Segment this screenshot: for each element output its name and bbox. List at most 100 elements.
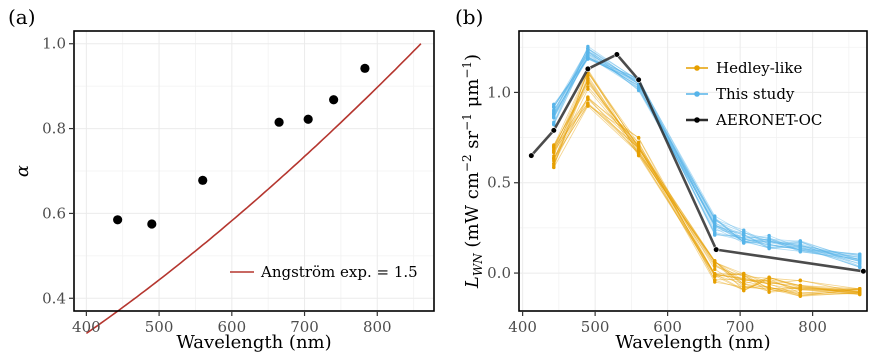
series-point: [552, 108, 556, 112]
series-point: [552, 145, 556, 149]
series-point: [713, 260, 717, 264]
series-point: [552, 122, 556, 126]
legend-label: Hedley-like: [716, 59, 802, 77]
data-point: [303, 114, 313, 124]
series-line: [553, 78, 860, 293]
series-line: [553, 55, 860, 260]
series-point: [742, 276, 746, 281]
series-point: [767, 286, 771, 290]
panel-b-series-lines: [528, 44, 867, 298]
series-line: [553, 48, 860, 255]
series-point: [798, 244, 802, 248]
ylabel-sup-b: −1: [460, 113, 474, 131]
series-line: [553, 103, 860, 291]
series-point: [586, 50, 590, 55]
series-line: [553, 102, 860, 297]
series-point: [858, 292, 862, 296]
series-line: [553, 57, 860, 259]
series-point: [858, 261, 862, 265]
series-line: [553, 52, 860, 267]
x-tick-label: 700: [726, 318, 755, 336]
series-line: [553, 71, 860, 292]
series-point: [767, 242, 771, 246]
panel-b-frame: [518, 30, 868, 312]
y-tick-label: 1.0: [42, 35, 66, 53]
ylabel-sub: WN: [471, 253, 485, 276]
x-tick-label: 800: [798, 318, 827, 336]
data-point: [113, 215, 123, 225]
series-point: [858, 253, 862, 257]
series-point: [742, 285, 746, 289]
series-line: [553, 69, 860, 293]
angstrom-curve-line: [85, 43, 422, 335]
legend-swatch-point: [694, 117, 700, 123]
y-tick-label: 1.0: [487, 83, 511, 101]
series-point: [713, 278, 717, 282]
series-point: [586, 78, 590, 82]
series-point: [636, 136, 641, 140]
series-line: [553, 105, 860, 293]
series-point: [586, 47, 590, 51]
series-line: [553, 79, 860, 295]
ylabel-units-d: ): [462, 54, 483, 61]
x-tick-label: 500: [145, 318, 174, 336]
aeronet-oc-point: [584, 65, 591, 73]
aeronet-oc-series: [528, 51, 867, 275]
series-point: [586, 44, 590, 49]
series-point: [552, 162, 556, 166]
series-point: [552, 104, 556, 109]
legend-swatch-point: [694, 65, 700, 71]
x-tick-label: 800: [363, 318, 392, 336]
ylabel-sup-a: −2: [460, 154, 474, 172]
panel-a-angstrom-curve: [85, 43, 422, 335]
series-line: [553, 53, 860, 256]
series-point: [586, 95, 590, 99]
x-tick-label: 400: [508, 318, 537, 336]
series-point: [742, 228, 746, 232]
series-point: [798, 283, 802, 288]
ylabel-units-c: μm: [462, 79, 483, 114]
legend-label: This study: [716, 85, 795, 103]
ylabel-sup-c: −1: [460, 61, 474, 79]
series-point: [742, 288, 746, 292]
panel-a-y-axis-label: α: [12, 165, 33, 177]
series-point: [586, 87, 590, 91]
series-line: [553, 57, 860, 262]
data-point: [360, 63, 370, 73]
series-point: [552, 150, 556, 154]
series-point: [798, 279, 802, 283]
series-point: [636, 143, 641, 147]
aeronet-oc-point: [713, 246, 720, 253]
series-point: [713, 228, 717, 233]
panel-b-grid: [519, 31, 867, 311]
panel-b-ticks: 400 500 600 700 800 0.0 0.5 1.0: [487, 83, 827, 336]
series-line: [553, 56, 860, 261]
panel-a-ticks: 400 500 600 700 800 0.4 0.6 0.8 1.0: [42, 35, 391, 336]
series-point: [858, 264, 862, 268]
series-point: [713, 273, 717, 277]
series-point: [767, 279, 771, 284]
series-line: [553, 50, 860, 258]
series-line: [553, 97, 860, 290]
ylabel-units-b: sr: [462, 130, 483, 154]
aeronet-oc-point: [550, 127, 557, 134]
series-line: [553, 55, 860, 268]
panel-a-legend: Angström exp. = 1.5: [230, 263, 418, 281]
series-line: [553, 45, 860, 261]
chart-panel-b: (b) 400 500 600 700 800 0.0 0.5 1.0 Wavelength …: [455, 5, 868, 353]
panel-a-points: [113, 63, 370, 229]
series-line: [553, 71, 860, 297]
data-point: [329, 95, 339, 105]
series-point: [552, 154, 556, 158]
series-point: [767, 237, 771, 241]
series-point: [586, 104, 590, 108]
series-line: [553, 58, 860, 257]
aeronet-oc-point: [860, 268, 867, 275]
series-point: [798, 242, 802, 246]
aeronet-oc-point: [528, 152, 535, 159]
panel-b-label: (b): [455, 5, 483, 29]
series-point: [742, 237, 746, 241]
this-study-series: [552, 44, 862, 270]
x-tick-label: 500: [581, 318, 610, 336]
